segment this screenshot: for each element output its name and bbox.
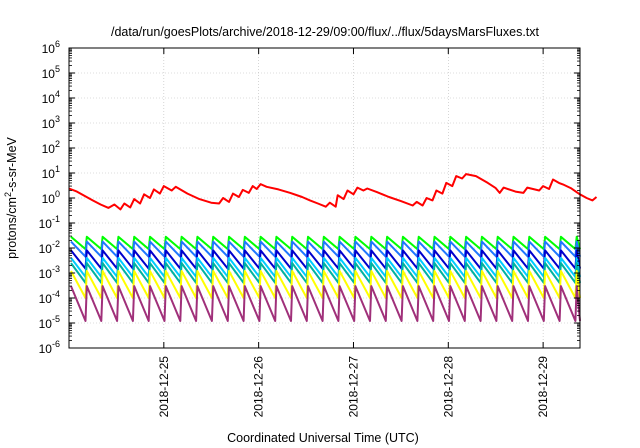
y-axis-label: protons/cm2-s-sr-MeV [3, 136, 19, 258]
y-tick-label-base: 10 [42, 192, 56, 206]
gridlines [69, 47, 580, 349]
series-line [70, 240, 581, 258]
y-tick-label-base: 10 [39, 342, 53, 356]
y-tick-label-exp: -4 [52, 289, 60, 299]
chart-title: /data/run/goesPlots/archive/2018-12-29/0… [111, 25, 540, 39]
x-tick-label: 2018-12-29 [536, 356, 550, 418]
y-tick-label-exp: 6 [55, 39, 60, 49]
y-axis-label-base: protons/cm [5, 197, 19, 259]
y-tick-label-exp: 5 [55, 64, 60, 74]
series-line [70, 285, 581, 322]
y-tick-label-base: 10 [42, 117, 56, 131]
x-tick-label: 2018-12-25 [157, 356, 171, 418]
series-line [70, 270, 581, 299]
y-tick-label: 101 [42, 164, 60, 181]
y-tick-label-base: 10 [42, 142, 56, 156]
x-tick-label: 2018-12-28 [441, 356, 455, 418]
x-tick-label: 2018-12-27 [346, 356, 360, 418]
y-tick-label: 102 [42, 139, 60, 156]
y-tick-label-exp: -1 [52, 214, 60, 224]
y-tick-label-exp: 3 [55, 114, 60, 124]
y-tick-label-exp: 2 [55, 139, 60, 149]
y-tick-label: 106 [42, 39, 60, 56]
y-tick-label-base: 10 [42, 92, 56, 106]
y-tick-label: 10-6 [39, 339, 60, 356]
y-tick-label-exp: 0 [55, 189, 60, 199]
y-tick-label-exp: -2 [52, 239, 60, 249]
y-axis-label-rest: -s-sr-MeV [5, 136, 19, 192]
y-tick-label-base: 10 [42, 42, 56, 56]
y-tick-label-exp: -3 [52, 264, 60, 274]
y-tick-label-base: 10 [42, 167, 56, 181]
series-line [70, 256, 581, 278]
x-axis-ticks: 2018-12-25 2018-12-26 2018-12-27 2018-12-28… [157, 48, 550, 417]
y-tick-label-exp: 1 [55, 164, 60, 174]
y-tick-label: 105 [42, 64, 60, 81]
y-tick-label: 103 [42, 114, 60, 131]
series-line [70, 249, 581, 270]
y-tick-label: 10-4 [39, 289, 60, 306]
series-line [70, 262, 581, 284]
series-line [70, 235, 581, 251]
y-axis-ticks: 10-610-510-410-310-210-11001011021031041… [39, 39, 580, 356]
y-tick-label: 104 [42, 89, 60, 106]
y-tick-label-exp: -5 [52, 314, 60, 324]
y-tick-label-exp: -6 [52, 339, 60, 349]
y-tick-label-base: 10 [39, 267, 53, 281]
y-tick-label: 10-1 [39, 214, 60, 231]
x-axis-label: Coordinated Universal Time (UTC) [227, 431, 419, 445]
y-tick-label-base: 10 [42, 67, 56, 81]
series-lines [68, 173, 598, 322]
x-tick-label: 2018-12-26 [252, 356, 266, 418]
y-tick-label: 10-3 [39, 264, 60, 281]
y-tick-label-base: 10 [39, 292, 53, 306]
y-tick-label-exp: 4 [55, 89, 60, 99]
y-tick-label-base: 10 [39, 217, 53, 231]
y-tick-label: 10-5 [39, 314, 60, 331]
y-tick-label-base: 10 [39, 317, 53, 331]
y-axis-label-sup: 2 [3, 192, 13, 197]
y-tick-label: 10-2 [39, 239, 60, 256]
series-line [68, 173, 598, 211]
y-tick-label: 100 [42, 189, 60, 206]
y-tick-label-base: 10 [39, 242, 53, 256]
